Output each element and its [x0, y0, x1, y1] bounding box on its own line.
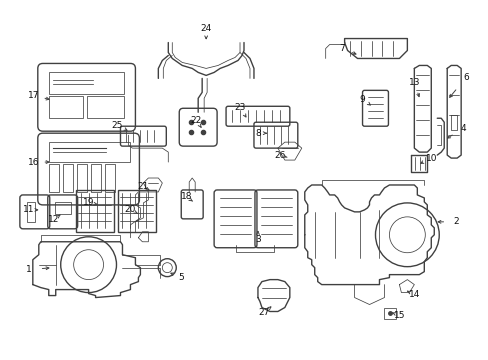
- Text: 21: 21: [138, 183, 149, 192]
- Bar: [77, 164, 86, 192]
- Text: 11: 11: [23, 206, 35, 215]
- Text: 20: 20: [124, 206, 136, 215]
- Text: 26: 26: [274, 150, 285, 159]
- Text: 4: 4: [459, 124, 465, 133]
- Text: 15: 15: [393, 311, 405, 320]
- Text: 2: 2: [452, 217, 458, 226]
- Bar: [55, 202, 71, 214]
- Text: 3: 3: [255, 235, 260, 244]
- Text: 1: 1: [26, 265, 32, 274]
- Text: 18: 18: [180, 193, 192, 202]
- Text: 7: 7: [338, 44, 344, 53]
- Text: 6: 6: [462, 73, 468, 82]
- Bar: [49, 164, 59, 192]
- Text: 25: 25: [112, 121, 123, 130]
- Text: 9: 9: [359, 95, 365, 104]
- Text: 17: 17: [28, 91, 40, 100]
- Bar: [76, 190, 113, 232]
- Text: 14: 14: [408, 290, 419, 299]
- Text: 22: 22: [190, 116, 202, 125]
- Text: 5: 5: [178, 273, 184, 282]
- Text: 23: 23: [234, 103, 245, 112]
- Text: 27: 27: [258, 308, 269, 317]
- Bar: [27, 202, 35, 222]
- Bar: [384, 307, 396, 319]
- Bar: [118, 190, 156, 232]
- Bar: [86, 96, 124, 118]
- Bar: [49, 96, 82, 118]
- Bar: [90, 164, 101, 192]
- Text: 10: 10: [425, 154, 436, 163]
- Bar: [62, 164, 73, 192]
- Text: 19: 19: [82, 198, 94, 207]
- Text: 12: 12: [48, 215, 60, 224]
- Text: 8: 8: [255, 129, 260, 138]
- Bar: [49, 142, 130, 162]
- Text: 16: 16: [28, 158, 40, 167]
- Text: 24: 24: [200, 24, 211, 33]
- Bar: [49, 72, 124, 94]
- Text: 13: 13: [408, 78, 419, 87]
- Bar: [104, 164, 114, 192]
